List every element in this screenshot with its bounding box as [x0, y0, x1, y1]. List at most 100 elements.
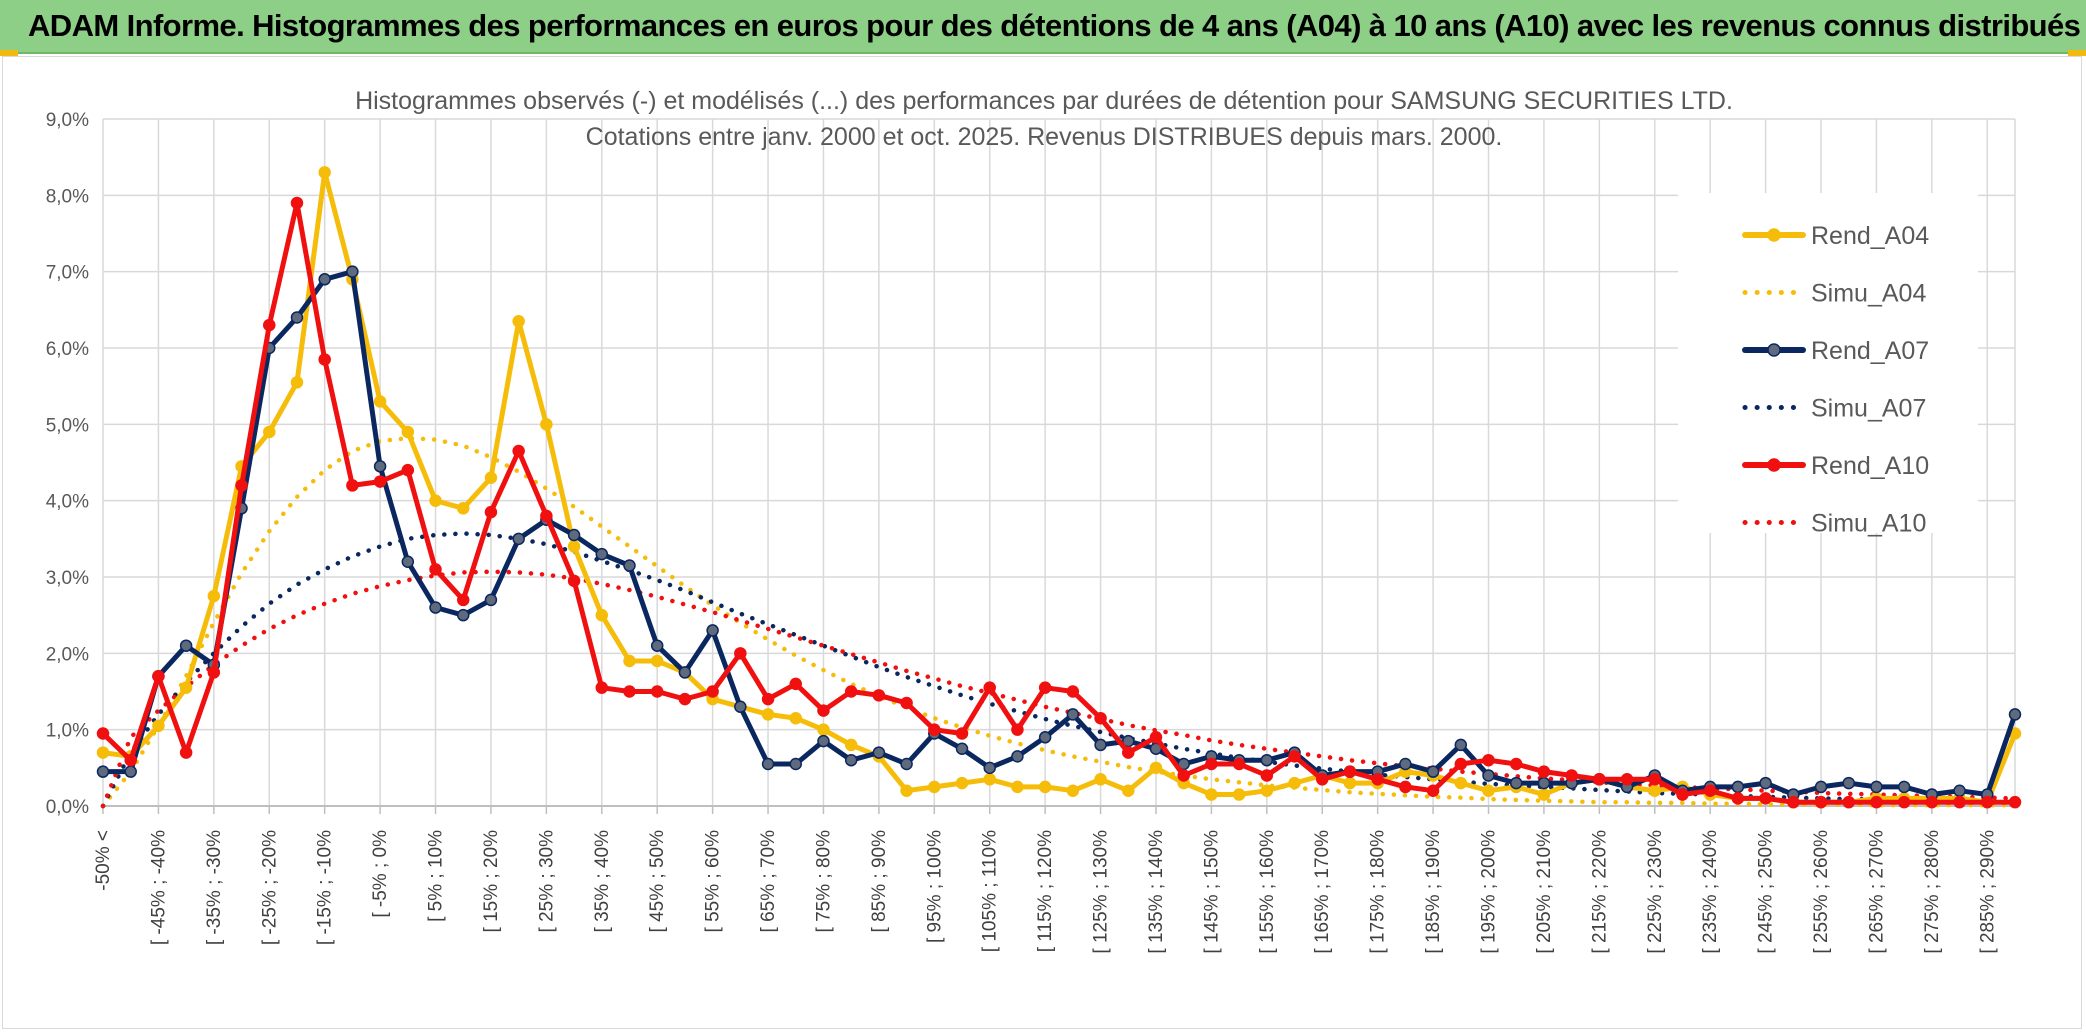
x-tick-label: [ 55% ; 60%: [703, 830, 724, 933]
chart-subtitle: Cotations entre janv. 2000 et oct. 2025.…: [586, 123, 1503, 151]
histogram-chart: 0,0% 1,0% 2,0% 3,0% 4,0% 5,0% 6,0% 7,0% 8,0% 9,0%…: [46, 87, 2022, 954]
banner-corner-right: [2068, 50, 2086, 56]
data-point-rend-a10: [1648, 773, 1662, 786]
legend-item-rend-a04[interactable]: Rend_A04: [1742, 222, 1929, 250]
data-point-rend-a04: [290, 376, 304, 389]
data-point-rend-a10: [124, 753, 137, 767]
data-point-rend-a04: [429, 494, 442, 507]
data-point-rend-a10: [1814, 795, 1828, 809]
data-point-rend-a04: [900, 784, 913, 797]
data-point-rend-a07: [955, 742, 969, 755]
gridlines: [102, 118, 2016, 814]
data-point-rend-a07: [1759, 776, 1772, 790]
data-point-rend-a10: [900, 696, 913, 710]
x-axis: -50% < [ -45% ; -40% [ -35% ; -30% [ -25% ;…: [93, 830, 1998, 954]
data-point-rend-a07: [484, 593, 498, 607]
data-point-rend-a04: [1454, 776, 1468, 790]
x-tick-label: [ 115% ; 120%: [1035, 830, 1056, 952]
x-tick-label: [ 215% ; 220%: [1589, 830, 1610, 954]
data-point-rend-a10: [512, 444, 525, 458]
x-tick-label: [ -15% ; -10%: [315, 830, 336, 945]
data-point-rend-a10: [1731, 792, 1745, 805]
data-point-rend-a04: [983, 773, 996, 786]
data-point-rend-a07: [1897, 780, 1911, 794]
legend-marker: [1767, 228, 1781, 242]
legend-item-simu-a10[interactable]: Simu_A10: [1742, 510, 1926, 538]
x-tick-label: [ 185% ; 190%: [1423, 830, 1444, 954]
data-point-rend-a10: [789, 677, 803, 691]
data-point-rend-a10: [623, 685, 636, 698]
legend[interactable]: Rend_A04 Simu_A04 Rend_A07 Simu_A07 Rend_A10…: [1742, 222, 1929, 538]
data-point-rend-a04: [401, 425, 415, 439]
data-point-rend-a07: [789, 757, 803, 771]
data-point-rend-a04: [817, 723, 830, 736]
data-point-rend-a10: [1787, 795, 1800, 809]
data-point-rend-a10: [1371, 773, 1384, 786]
x-tick-label: [ -5% ; 0%: [370, 830, 391, 918]
x-tick-label: -50% <: [93, 830, 114, 891]
legend-item-rend-a10[interactable]: Rend_A10: [1742, 452, 1929, 480]
data-point-rend-a10: [595, 681, 609, 694]
data-point-rend-a10: [567, 574, 581, 588]
data-point-rend-a10: [1981, 795, 1994, 809]
data-point-rend-a04: [955, 776, 969, 790]
x-tick-label: [ -45% ; -40%: [148, 830, 169, 945]
legend-marker: [1767, 343, 1781, 357]
data-point-rend-a10: [1593, 773, 1606, 786]
data-point-rend-a07: [512, 532, 525, 546]
data-point-rend-a04: [1066, 784, 1080, 797]
data-point-rend-a04: [484, 471, 498, 485]
data-point-rend-a10: [1426, 784, 1440, 797]
y-tick-label: 3,0%: [46, 568, 89, 589]
data-point-rend-a04: [650, 654, 664, 668]
data-point-rend-a04: [1094, 773, 1107, 786]
legend-background: [1678, 193, 1978, 533]
data-point-rend-a10: [401, 463, 415, 477]
data-point-rend-a10: [290, 196, 304, 210]
x-tick-label: [ 135% ; 140%: [1146, 830, 1167, 954]
data-point-rend-a04: [844, 738, 858, 752]
data-point-rend-a07: [983, 761, 996, 775]
data-point-rend-a07: [2008, 708, 2022, 721]
data-point-rend-a10: [1315, 773, 1329, 786]
data-point-rend-a10: [1620, 773, 1634, 786]
data-point-rend-a04: [512, 315, 525, 328]
data-point-rend-a10: [1177, 769, 1190, 782]
data-point-rend-a07: [290, 311, 304, 324]
data-point-rend-a04: [761, 708, 775, 721]
legend-label: Simu_A07: [1811, 395, 1926, 423]
data-point-rend-a04: [1232, 788, 1246, 801]
data-point-rend-a10: [872, 689, 886, 702]
x-tick-label: [ 165% ; 170%: [1312, 830, 1333, 954]
data-point-rend-a04: [263, 425, 276, 439]
legend-item-rend-a07[interactable]: Rend_A07: [1742, 337, 1929, 365]
data-point-rend-a04: [928, 780, 941, 794]
data-point-rend-a10: [1842, 795, 1855, 809]
legend-item-simu-a04[interactable]: Simu_A04: [1742, 280, 1926, 308]
data-point-rend-a07: [1537, 776, 1551, 790]
y-tick-label: 2,0%: [46, 644, 89, 665]
series-line-rend-a07: [100, 269, 2018, 797]
legend-item-simu-a07[interactable]: Simu_A07: [1742, 395, 1926, 423]
x-tick-label: [ 5% ; 10%: [426, 830, 447, 922]
data-point-rend-a10: [650, 685, 664, 698]
data-point-rend-a07: [1842, 776, 1855, 790]
data-point-rend-a07: [1509, 776, 1523, 790]
data-point-rend-a04: [318, 166, 331, 179]
y-tick-label: 9,0%: [46, 110, 89, 131]
data-point-rend-a04: [373, 395, 387, 408]
legend-label: Simu_A10: [1811, 510, 1926, 538]
x-tick-label: [ 45% ; 50%: [647, 830, 668, 933]
data-point-rend-a07: [373, 460, 387, 473]
data-point-rend-a10: [179, 746, 193, 759]
data-point-rend-a10: [1260, 769, 1274, 782]
x-tick-label: [ 85% ; 90%: [869, 830, 890, 933]
data-point-rend-a10: [1953, 795, 1966, 809]
data-point-rend-a07: [1454, 738, 1468, 752]
legend-marker: [1767, 458, 1781, 472]
data-point-rend-a07: [1038, 731, 1052, 744]
x-tick-label: [ 25% ; 30%: [536, 830, 557, 933]
data-point-rend-a07: [734, 700, 747, 714]
y-tick-label: 1,0%: [46, 721, 89, 742]
data-point-rend-a04: [1343, 776, 1357, 790]
